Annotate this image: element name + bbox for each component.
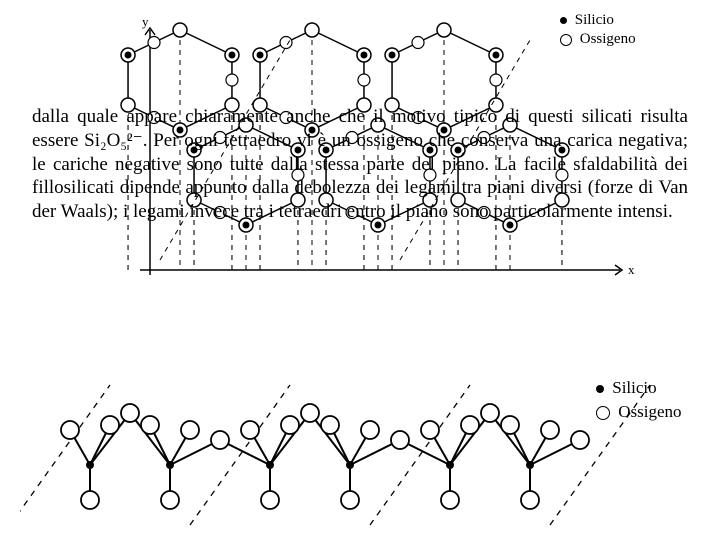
svg-text:x: x [628,262,635,277]
legend2-si-label: Silicio [612,378,656,397]
legend-si-label: Silicio [575,12,614,28]
legend2-o-row: Ossigeno [596,402,682,422]
legend-si-row: Silicio [560,12,636,29]
legend2-si-row: Silicio [596,378,682,398]
legend-o-label: Ossigeno [580,31,636,47]
legend-bottom: Silicio Ossigeno [596,378,682,422]
legend-top: Silicio Ossigeno [560,12,636,48]
body-paragraph: dalla quale appare chiaramente anche che… [32,105,688,224]
legend2-o-label: Ossigeno [618,402,681,421]
paragraph-text: dalla quale appare chiaramente anche che… [32,106,688,222]
dot-icon [560,17,567,24]
circle-icon [596,406,610,420]
dot-icon [596,385,604,393]
svg-text:y: y [142,14,149,29]
circle-icon [560,34,572,46]
legend-o-row: Ossigeno [560,31,636,48]
